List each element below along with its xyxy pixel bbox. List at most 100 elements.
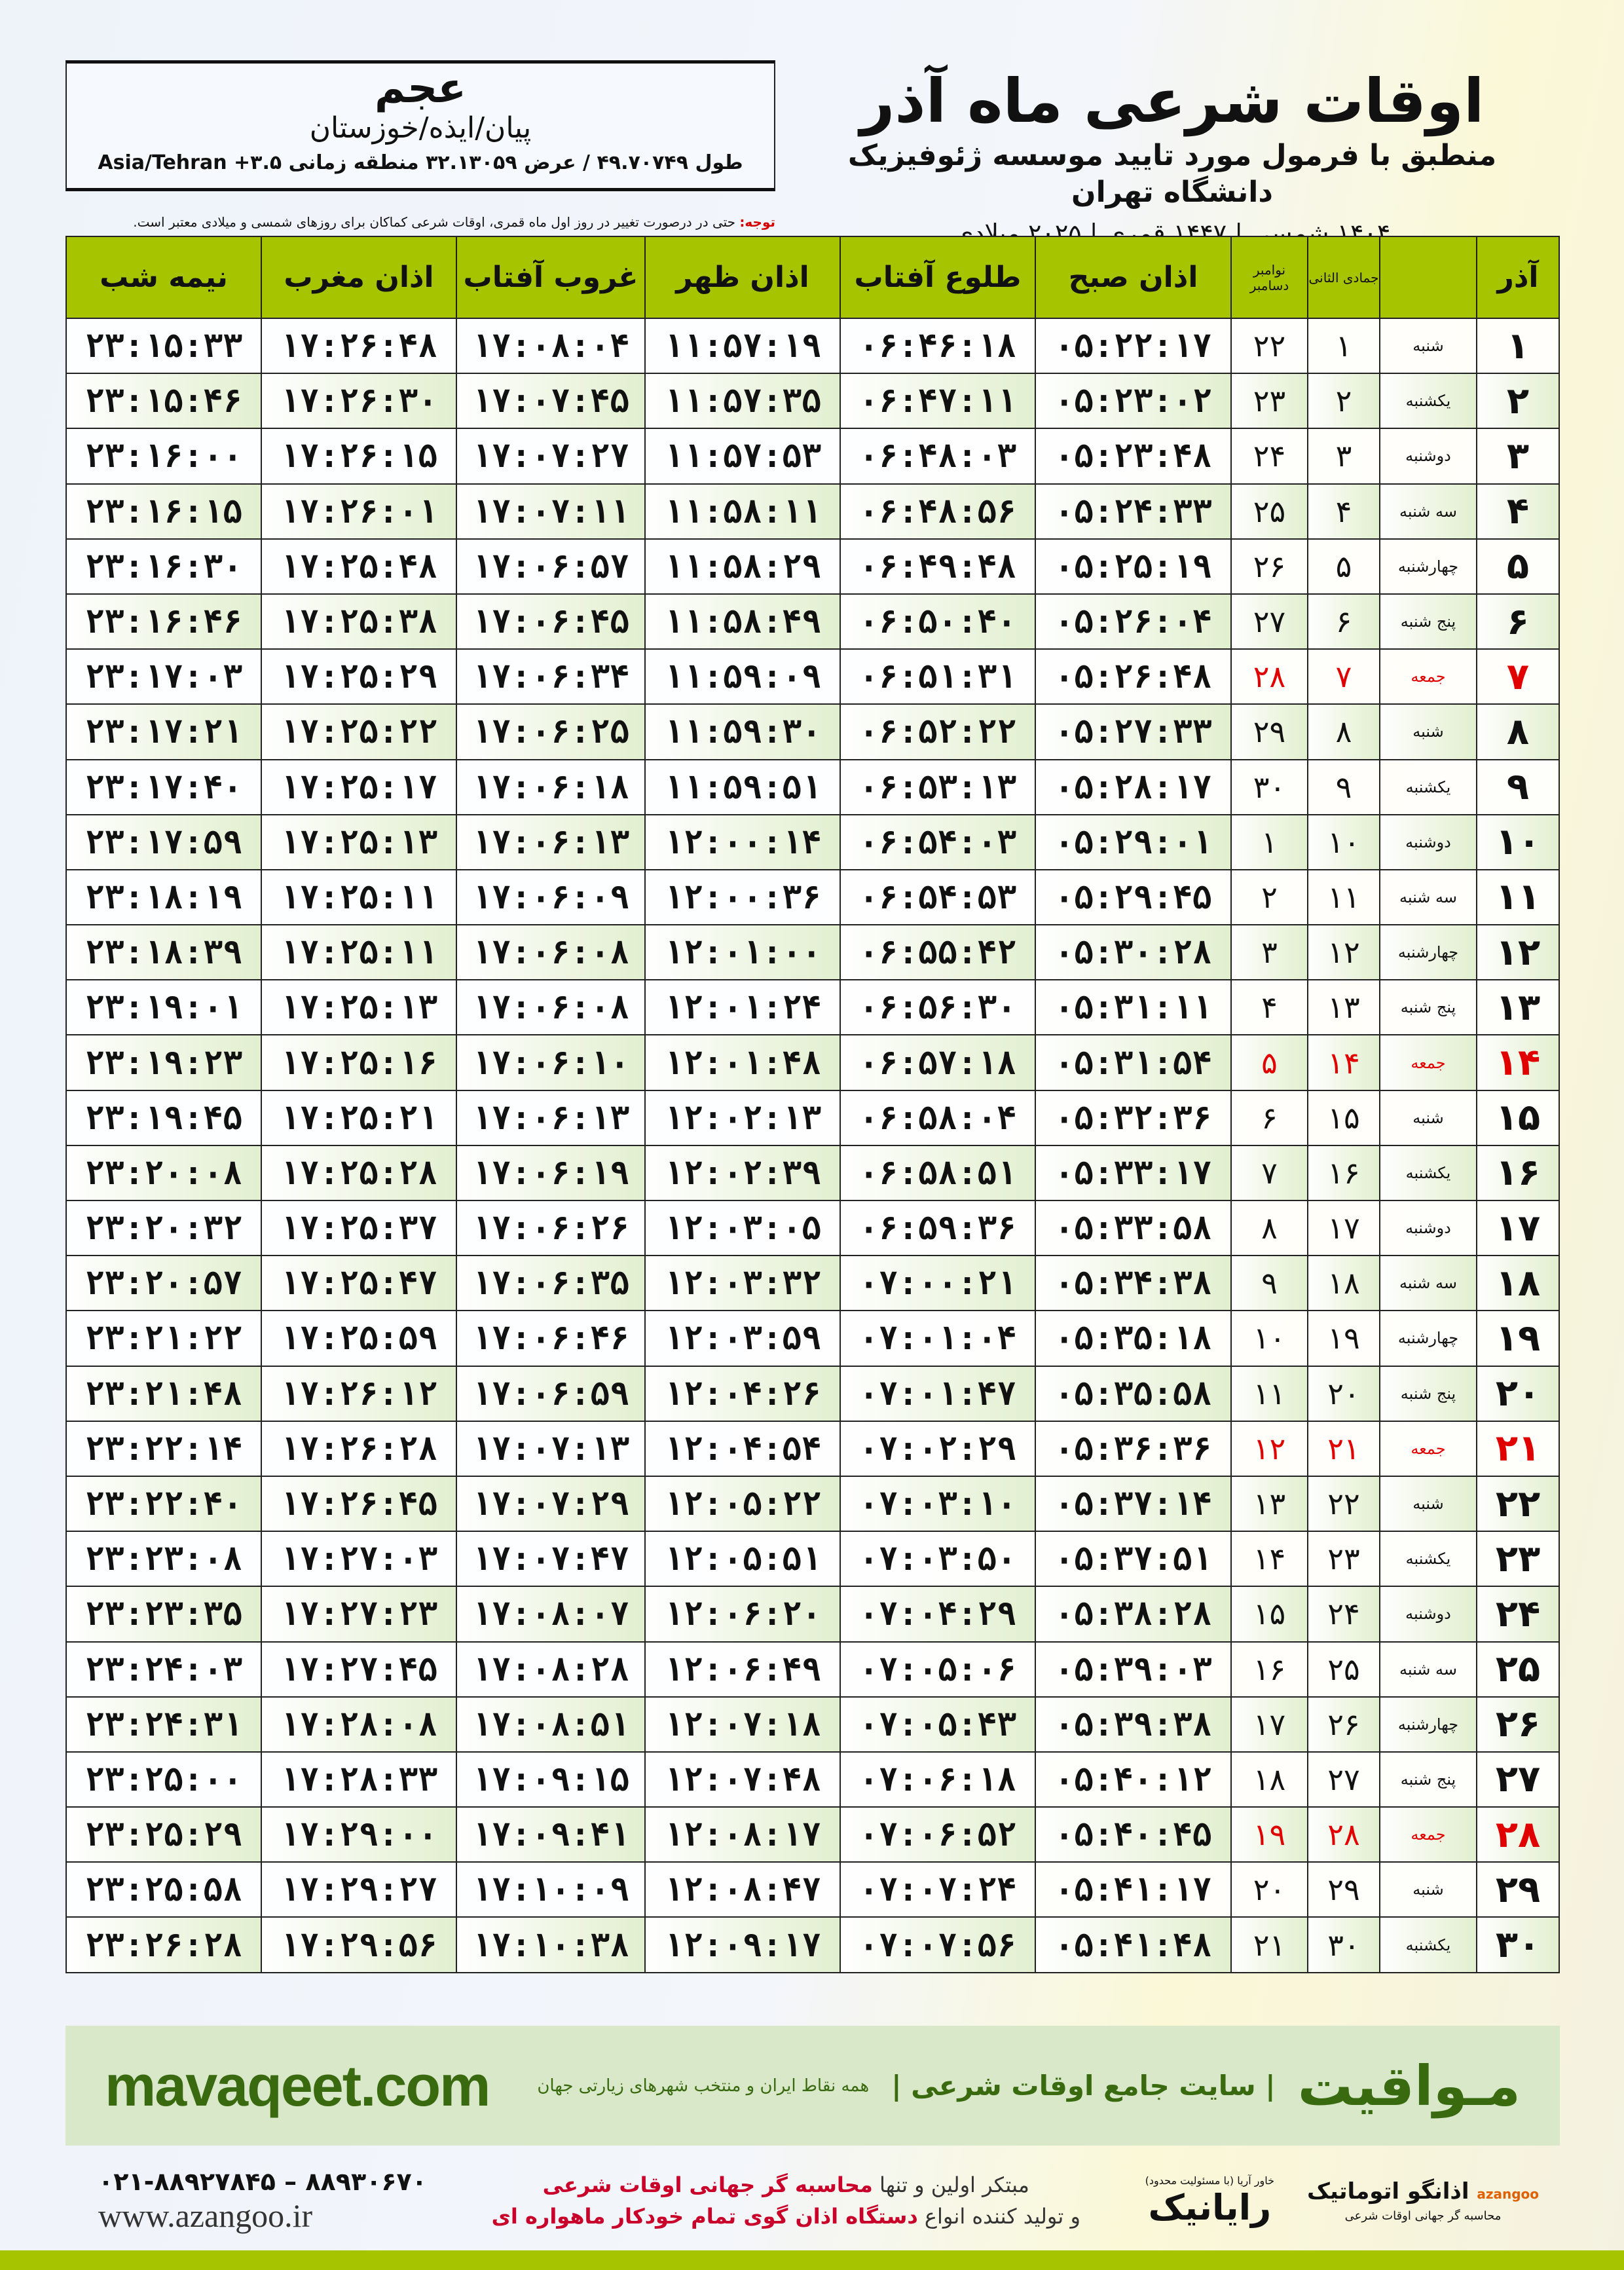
weekday: سه شنبه [1379, 1255, 1477, 1312]
contact-info: ۰۲۱-۸۸۹۲۷۸۴۵ – ۸۸۹۳۰۶۷۰ www.azangoo.ir [98, 2167, 427, 2235]
weekday: جمعه [1379, 1806, 1477, 1863]
hijri-day: ۱ [1307, 317, 1380, 375]
hijri-day: ۲۸ [1307, 1806, 1380, 1863]
weekday: یکشنبه [1379, 1144, 1477, 1202]
maghrib-time: ۱۷:۲۵:۲۹ [261, 648, 457, 705]
dhuhr-time: ۱۲:۰۰:۱۴ [644, 813, 841, 870]
table-row: ۲۶ چهارشنبه ۲۶ ۱۷ ۰۵:۳۹:۳۸ ۰۷:۰۵:۴۳ ۱۲:۰۷:۱۸ ۱۷… [65, 1696, 1560, 1753]
sunrise-time: ۰۷:۰۱:۰۴ [840, 1310, 1036, 1367]
sunset-time: ۱۷:۰۶:۱۰ [456, 1034, 646, 1091]
brand-logo: مـواقیت [1297, 2053, 1521, 2118]
dhuhr-time: ۱۱:۵۷:۳۵ [644, 373, 841, 430]
sunrise-time: ۰۶:۵۲:۲۲ [840, 703, 1036, 760]
weekday: جمعه [1379, 1420, 1477, 1477]
column-header: نیمه شب [65, 236, 262, 319]
hijri-day: ۷ [1307, 648, 1380, 705]
gregorian-day: ۱۵ [1230, 1586, 1308, 1643]
midnight-time: ۲۳:۱۵:۳۳ [65, 317, 262, 375]
maghrib-time: ۱۷:۲۹:۰۰ [261, 1806, 457, 1863]
azar-day: ۲۷ [1476, 1751, 1560, 1808]
sunset-time: ۱۷:۰۶:۱۹ [456, 1144, 646, 1202]
note-text: حتی در درصورت تغییر در روز اول ماه قمری،… [133, 214, 740, 230]
weekday: یکشنبه [1379, 1531, 1477, 1588]
dhuhr-time: ۱۲:۰۳:۳۲ [644, 1255, 841, 1312]
azar-day: ۲۱ [1476, 1420, 1560, 1477]
sunrise-time: ۰۷:۰۱:۴۷ [840, 1365, 1036, 1422]
maghrib-time: ۱۷:۲۵:۱۳ [261, 979, 457, 1036]
dhuhr-time: ۱۲:۰۶:۴۹ [644, 1641, 841, 1698]
dhuhr-time: ۱۲:۰۹:۱۷ [644, 1916, 841, 1973]
prayer-times-table: آذر جمادی الثانی نوامبر دسامبر اذان صبح طلوع… [65, 236, 1560, 1973]
dhuhr-time: ۱۲:۰۲:۱۳ [644, 1089, 841, 1146]
promo-2a: و تولید کننده انواع [917, 2204, 1080, 2229]
hijri-day: ۲۳ [1307, 1531, 1380, 1588]
maghrib-time: ۱۷:۲۵:۴۷ [261, 1255, 457, 1312]
table-row: ۱۸ سه شنبه ۱۸ ۹ ۰۵:۳۴:۳۸ ۰۷:۰۰:۲۱ ۱۲:۰۳:۳۲ ۱۷:۰… [65, 1255, 1560, 1312]
note: توجه: حتی در درصورت تغییر در روز اول ماه… [65, 214, 775, 230]
gregorian-day: ۵ [1230, 1034, 1308, 1091]
midnight-time: ۲۳:۲۵:۰۰ [65, 1751, 262, 1808]
maghrib-time: ۱۷:۲۵:۳۸ [261, 593, 457, 650]
maghrib-time: ۱۷:۲۵:۲۸ [261, 1144, 457, 1202]
fajr-time: ۰۵:۲۶:۰۴ [1035, 593, 1232, 650]
azangoo-en: azangoo [1477, 2186, 1539, 2202]
weekday: پنج شنبه [1379, 979, 1477, 1036]
table-row: ۲۲ شنبه ۲۲ ۱۳ ۰۵:۳۷:۱۴ ۰۷:۰۳:۱۰ ۱۲:۰۵:۲۲ ۱۷:۰۷:… [65, 1475, 1560, 1533]
table-header-row: آذر جمادی الثانی نوامبر دسامبر اذان صبح طلوع… [65, 236, 1560, 319]
gregorian-day: ۲۱ [1230, 1916, 1308, 1973]
midnight-time: ۲۳:۱۷:۵۹ [65, 813, 262, 870]
sunset-time: ۱۷:۰۶:۴۶ [456, 1310, 646, 1367]
hijri-day: ۳ [1307, 428, 1380, 485]
gregorian-day: ۴ [1230, 979, 1308, 1036]
dhuhr-time: ۱۱:۵۸:۴۹ [644, 593, 841, 650]
weekday: پنج شنبه [1379, 1365, 1477, 1422]
gregorian-day: ۲ [1230, 868, 1308, 926]
fajr-time: ۰۵:۳۴:۳۸ [1035, 1255, 1232, 1312]
sunset-time: ۱۷:۰۶:۱۳ [456, 813, 646, 870]
table-row: ۱ شنبه ۱ ۲۲ ۰۵:۲۲:۱۷ ۰۶:۴۶:۱۸ ۱۱:۵۷:۱۹ ۱۷:۰۸:۰۴… [65, 317, 1560, 375]
sunset-time: ۱۷:۰۸:۰۷ [456, 1586, 646, 1643]
maghrib-time: ۱۷:۲۵:۴۸ [261, 538, 457, 595]
maghrib-time: ۱۷:۲۷:۴۵ [261, 1641, 457, 1698]
gregorian-day: ۱۲ [1230, 1420, 1308, 1477]
midnight-time: ۲۳:۲۱:۲۲ [65, 1310, 262, 1367]
weekday: چهارشنبه [1379, 538, 1477, 595]
header: اوقات شرعی ماه آذر منطبق با فرمول مورد ت… [799, 65, 1545, 251]
sunset-time: ۱۷:۰۸:۰۴ [456, 317, 646, 375]
midnight-time: ۲۳:۲۰:۰۸ [65, 1144, 262, 1202]
sunrise-time: ۰۶:۴۶:۱۸ [840, 317, 1036, 375]
azangoo-link[interactable]: www.azangoo.ir [98, 2197, 313, 2234]
sunrise-time: ۰۶:۵۸:۵۱ [840, 1144, 1036, 1202]
fajr-time: ۰۵:۳۰:۲۸ [1035, 924, 1232, 981]
dhuhr-time: ۱۲:۰۲:۳۹ [644, 1144, 841, 1202]
midnight-time: ۲۳:۱۸:۳۹ [65, 924, 262, 981]
sunrise-time: ۰۶:۴۹:۴۸ [840, 538, 1036, 595]
hijri-day: ۳۰ [1307, 1916, 1380, 1973]
sunset-time: ۱۷:۰۶:۴۵ [456, 593, 646, 650]
hijri-day: ۴ [1307, 483, 1380, 540]
sunset-time: ۱۷:۰۶:۳۴ [456, 648, 646, 705]
maghrib-time: ۱۷:۲۶:۱۵ [261, 428, 457, 485]
sunrise-time: ۰۶:۵۶:۳۰ [840, 979, 1036, 1036]
gregorian-day: ۱۳ [1230, 1475, 1308, 1533]
sunrise-time: ۰۶:۵۴:۰۳ [840, 813, 1036, 870]
promo-1a: مبتکر اولین و تنها [872, 2172, 1029, 2197]
midnight-time: ۲۳:۲۴:۳۱ [65, 1696, 262, 1753]
sunset-time: ۱۷:۰۶:۵۷ [456, 538, 646, 595]
site-link[interactable]: mavaqeet.com [105, 2053, 490, 2118]
azar-day: ۱۷ [1476, 1199, 1560, 1257]
weekday: شنبه [1379, 1089, 1477, 1146]
azar-day: ۱۳ [1476, 979, 1560, 1036]
table-row: ۲۹ شنبه ۲۹ ۲۰ ۰۵:۴۱:۱۷ ۰۷:۰۷:۲۴ ۱۲:۰۸:۴۷ ۱۷:۱۰:… [65, 1861, 1560, 1918]
azar-day: ۲۳ [1476, 1531, 1560, 1588]
sunrise-time: ۰۶:۵۹:۳۶ [840, 1199, 1036, 1257]
hijri-day: ۱۴ [1307, 1034, 1380, 1091]
fajr-time: ۰۵:۳۵:۱۸ [1035, 1310, 1232, 1367]
azangoo-logo: اذانگو اتوماتیک azangoo محاسبه گر جهانی ا… [1307, 2177, 1539, 2224]
hijri-day: ۱۸ [1307, 1255, 1380, 1312]
dhuhr-time: ۱۱:۵۹:۵۱ [644, 758, 841, 815]
hijri-day: ۲۶ [1307, 1696, 1380, 1753]
fajr-time: ۰۵:۳۹:۳۸ [1035, 1696, 1232, 1753]
dhuhr-time: ۱۲:۰۰:۳۶ [644, 868, 841, 926]
gregorian-day: ۸ [1230, 1199, 1308, 1257]
